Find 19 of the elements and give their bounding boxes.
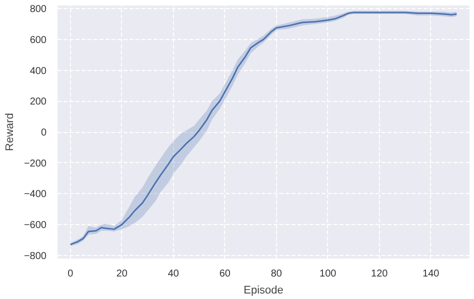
- y-tick-label: 400: [30, 66, 47, 77]
- x-tick-label: 0: [68, 268, 74, 280]
- x-tick-label: 20: [116, 268, 128, 280]
- x-tick-label: 60: [219, 268, 231, 280]
- y-tick-label: −400: [24, 189, 47, 200]
- y-tick-label: −200: [24, 158, 47, 170]
- y-tick-label: 200: [30, 96, 47, 108]
- y-tick-label: −800: [24, 250, 47, 262]
- x-tick-label: 40: [168, 268, 180, 280]
- x-axis-title: Episode: [244, 284, 284, 296]
- y-tick-label: 0: [40, 128, 47, 138]
- x-tick-label: 140: [422, 268, 440, 280]
- y-tick-label: 800: [30, 4, 47, 16]
- x-tick-label: 100: [320, 268, 337, 280]
- y-tick-label: −600: [24, 220, 47, 232]
- y-axis-title: Reward: [4, 113, 16, 151]
- x-tick-label: 80: [270, 268, 282, 280]
- x-tick-label: 120: [371, 268, 388, 280]
- y-tick-label: 600: [30, 34, 47, 46]
